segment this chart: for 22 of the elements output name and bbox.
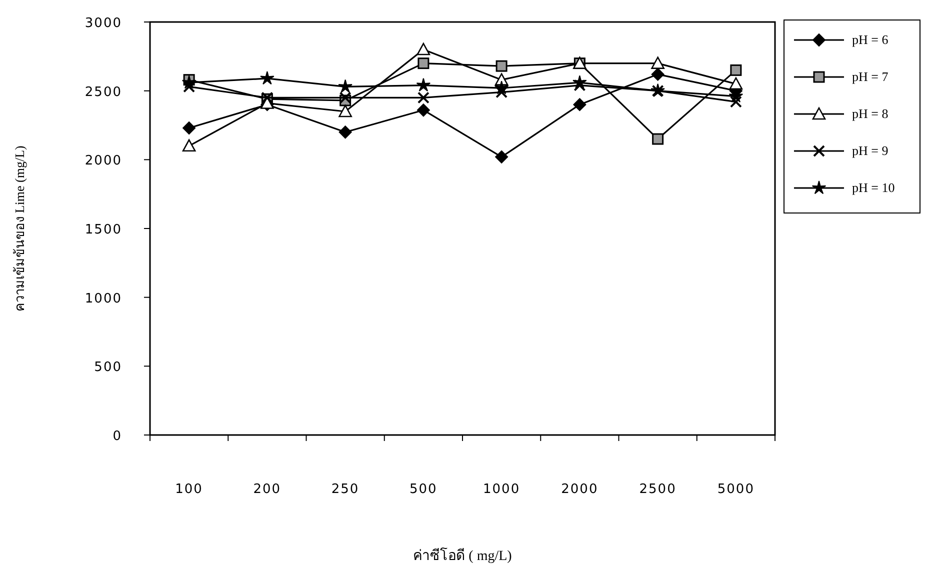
legend-label: pH = 10 (852, 180, 895, 195)
x-tick-label: 2000 (561, 482, 598, 497)
y-tick-label: 1500 (84, 222, 122, 238)
legend-label: pH = 9 (852, 143, 888, 158)
y-axis-title: ความเข้มข้นของ Lime (mg/L) (12, 146, 27, 312)
x-tick-label: 1000 (483, 482, 520, 497)
x-axis-title: ค่าซีโอดี ( mg/L) (413, 547, 512, 564)
x-tick-label: 200 (253, 482, 282, 497)
x-tick-label: 250 (331, 482, 360, 497)
x-tick-label: 100 (175, 482, 203, 497)
y-tick-label: 2500 (84, 84, 122, 100)
x-tick-label: 5000 (717, 482, 754, 497)
y-tick-label: 2000 (84, 154, 122, 169)
y-tick-label: 1000 (84, 291, 122, 306)
y-tick-label: 3000 (84, 16, 122, 31)
x-tick-label: 2500 (639, 482, 676, 497)
x-tick-label: 500 (410, 482, 438, 497)
legend-label: pH = 8 (852, 106, 888, 121)
legend-label: pH = 6 (852, 32, 889, 47)
legend-label: pH = 7 (852, 69, 889, 84)
y-tick-label: 500 (94, 360, 122, 376)
y-tick-label: 0 (112, 429, 122, 444)
